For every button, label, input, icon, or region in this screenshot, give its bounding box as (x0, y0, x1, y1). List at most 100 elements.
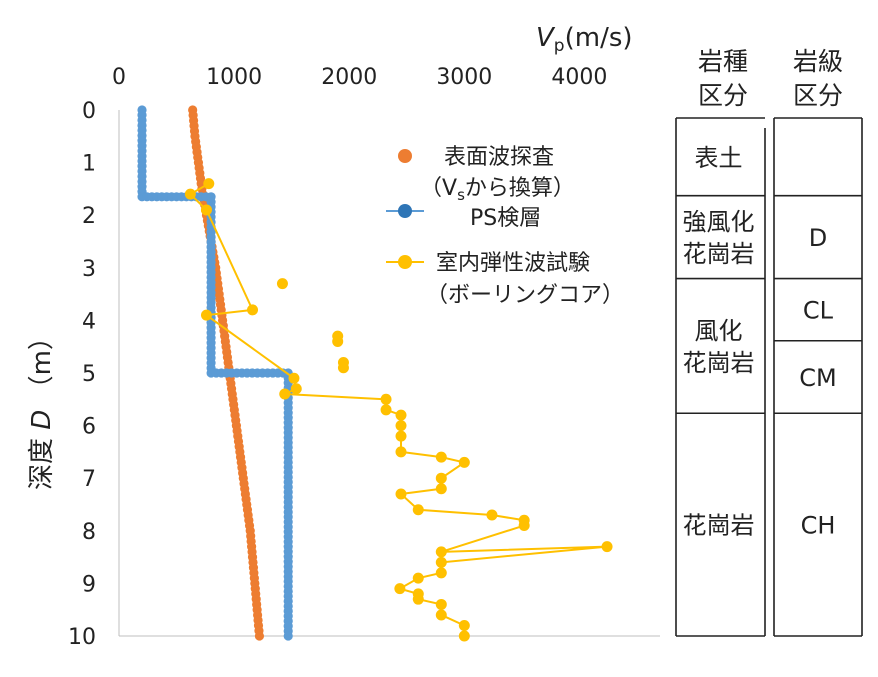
data-point (435, 472, 447, 484)
y-tick-label: 2 (82, 204, 96, 229)
rock-class-header-line1: 岩級 (793, 47, 843, 76)
legend-lab-marker (398, 255, 412, 269)
y-tick-label: 9 (82, 572, 96, 597)
x-axis-title: Vp(m/s) (536, 23, 633, 56)
data-point (290, 383, 302, 395)
data-point (276, 278, 288, 290)
x-tick-labels: 0 1000 2000 3000 4000 (112, 65, 607, 90)
rock-type-label: 風化 (695, 317, 743, 345)
series-2 (184, 178, 613, 642)
series-1 (137, 105, 293, 641)
rock-class-label: CH (801, 512, 836, 540)
x-tick-label: 0 (112, 65, 126, 90)
y-tick-label: 4 (82, 309, 96, 334)
y-tick-label: 5 (82, 362, 96, 387)
y-tick-label: 7 (82, 467, 96, 492)
legend-surface-wave-marker (398, 149, 412, 163)
rock-class-header-line2: 区分 (793, 81, 843, 110)
x-tick-label: 4000 (551, 65, 607, 90)
data-point (412, 572, 424, 584)
data-point (412, 504, 424, 516)
y-tick-label: 8 (82, 520, 96, 545)
data-point (283, 631, 293, 641)
data-point (486, 509, 498, 521)
rock-type-header-line1: 岩種 (698, 47, 748, 76)
data-point (395, 409, 407, 421)
data-point (337, 362, 349, 374)
legend-entry-lab-test: 室内弾性波試験 （ボーリングコア） (386, 251, 624, 308)
data-point (435, 609, 447, 621)
legend-entry-surface-wave: 表面波探査 （Vsから換算） (398, 145, 575, 204)
x-axis-title-unit: (m/s) (565, 23, 633, 53)
x-tick-label: 3000 (436, 65, 492, 90)
rock-type-label: 花崗岩 (683, 512, 755, 540)
data-point (203, 178, 215, 190)
rock-class-label: CL (803, 297, 834, 325)
legend-surface-wave-label1: 表面波探査 (444, 145, 554, 170)
data-point (395, 446, 407, 458)
data-point (601, 541, 613, 553)
data-point (380, 393, 392, 405)
data-point (435, 598, 447, 610)
data-point (394, 583, 406, 595)
y-tick-label: 6 (82, 415, 96, 440)
rock-type-header-line2: 区分 (698, 81, 748, 110)
data-point (395, 420, 407, 432)
y-axis-title-prefix: 深度 (27, 438, 57, 490)
legend-ps-marker (398, 204, 412, 218)
rock-class-cells: D CL CM CH (773, 117, 863, 637)
y-axis-title-var: D (27, 410, 57, 430)
y-axis-title-unit: （m） (27, 324, 57, 401)
data-point (184, 188, 196, 200)
legend-surface-wave-label2: （Vsから換算） (420, 176, 575, 204)
y-axis-title-spacer2 (27, 401, 57, 409)
legend-ps-label: PS検層 (470, 206, 541, 231)
y-tick-label: 1 (82, 152, 96, 177)
rock-type-label: 花崗岩 (683, 349, 755, 377)
x-tick-label: 2000 (321, 65, 377, 90)
legend-surface-wave-label2-pre: （V (420, 176, 457, 201)
data-point (279, 388, 291, 400)
data-point (288, 372, 300, 384)
data-point (458, 619, 470, 631)
y-tick-label: 0 (82, 99, 96, 124)
y-axis-title-spacer (27, 430, 57, 438)
data-point (518, 520, 530, 532)
y-tick-label: 3 (82, 257, 96, 282)
y-axis-title: 深度 D （m） (27, 324, 57, 490)
x-axis-title-var: V (536, 23, 556, 53)
legend-entry-ps-logging: PS検層 (386, 204, 541, 231)
legend-surface-wave-label2-post: から換算） (465, 176, 575, 201)
data-point (458, 630, 470, 642)
data-point (332, 335, 344, 347)
data-point (435, 451, 447, 463)
data-point (380, 404, 392, 416)
rock-type-label: 強風化 (683, 208, 755, 236)
data-point (435, 556, 447, 568)
data-point (200, 204, 212, 216)
data-point (435, 567, 447, 579)
data-point (412, 593, 424, 605)
rock-type-label: 花崗岩 (683, 240, 755, 268)
data-point (435, 483, 447, 495)
legend-lab-label1: 室内弾性波試験 (436, 251, 590, 276)
data-point (458, 456, 470, 468)
rock-class-label: CM (799, 364, 836, 392)
legend: 表面波探査 （Vsから換算） PS検層 室内弾性波試験 （ボーリングコア） (386, 145, 624, 308)
x-axis-title-sub: p (554, 36, 565, 56)
legend-surface-wave-label2-sub: s (457, 186, 465, 204)
data-point (395, 430, 407, 442)
data-point (435, 546, 447, 558)
rock-class-column: 岩級 区分 D CL CM CH (773, 47, 863, 637)
data-point (254, 631, 265, 641)
data-point (247, 304, 259, 316)
y-tick-label: 10 (68, 625, 96, 650)
x-tick-label: 1000 (206, 65, 262, 90)
plot-area (118, 105, 660, 642)
legend-lab-label2: （ボーリングコア） (426, 283, 624, 308)
y-tick-labels: 0 1 2 3 4 5 6 7 8 9 10 (68, 99, 96, 650)
data-point (395, 488, 407, 500)
